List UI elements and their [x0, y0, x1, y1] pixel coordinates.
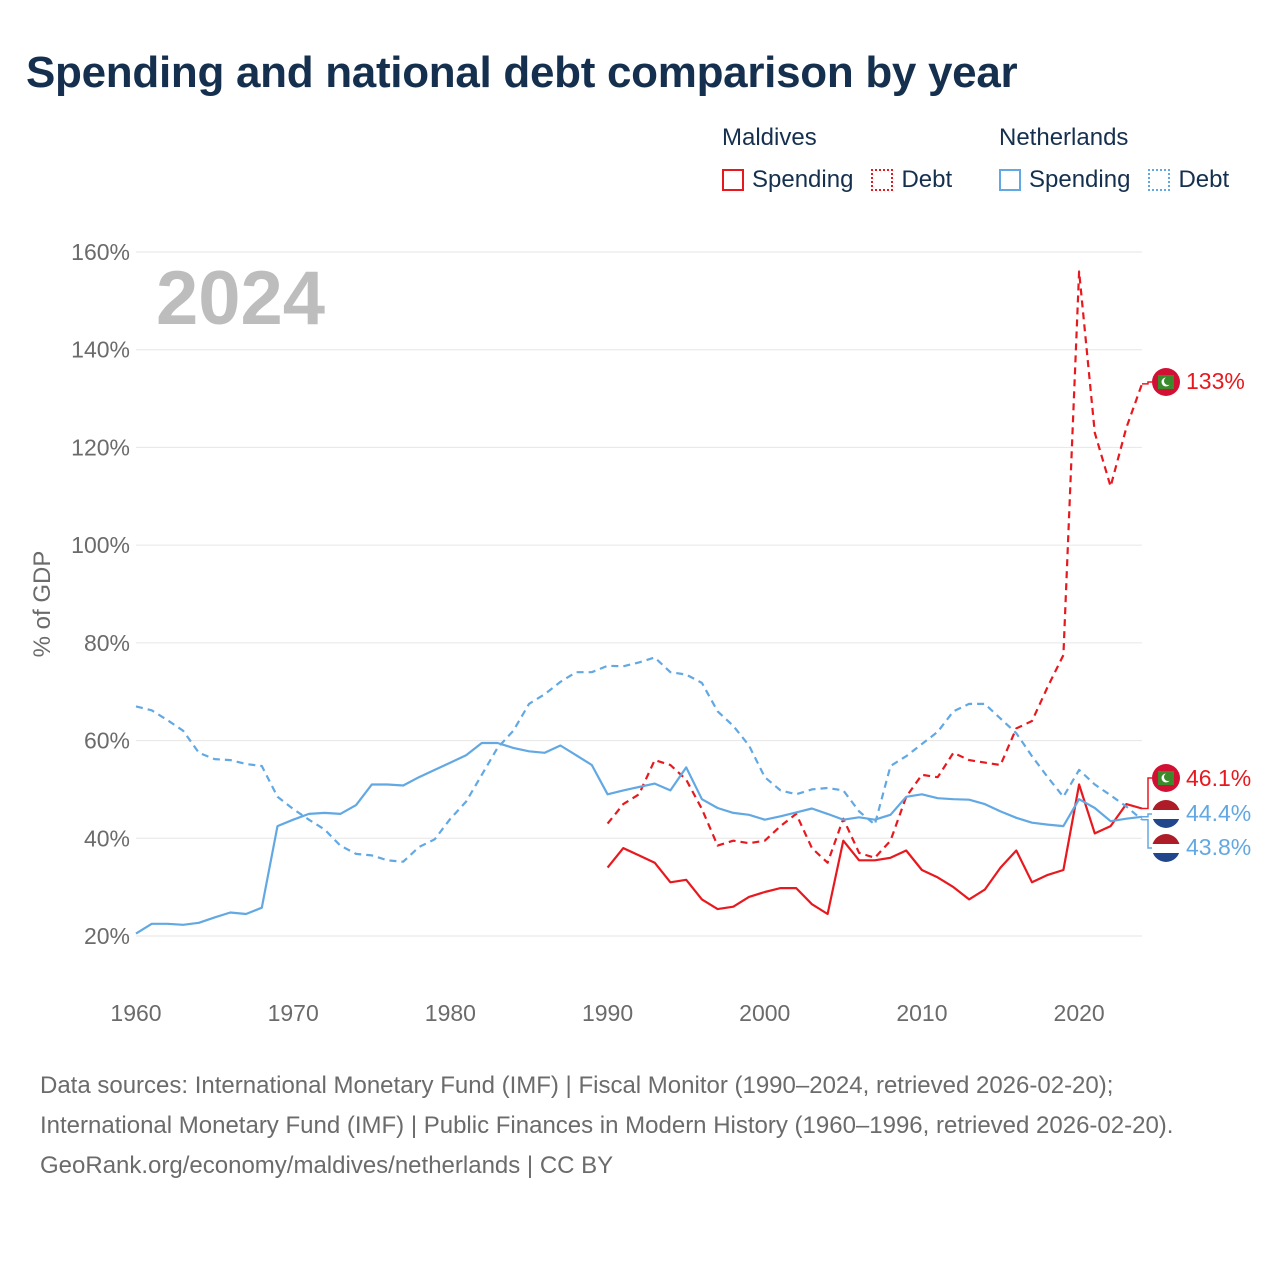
legend-item-netherlands-debt[interactable]: Debt	[1148, 166, 1229, 194]
x-tick-label: 2020	[1054, 1000, 1105, 1026]
x-tick-label: 1990	[582, 1000, 633, 1026]
series-line-netherlands-spending[interactable]	[135, 741, 1143, 935]
end-label-connector	[1142, 381, 1152, 385]
y-tick-label: 80%	[84, 630, 130, 656]
series-line-maldives-debt[interactable]	[606, 270, 1144, 864]
end-label-maldives-spending: 46.1%	[1186, 765, 1251, 791]
legend-swatch-solid-icon	[722, 169, 744, 191]
y-tick-label: 40%	[84, 825, 130, 851]
series-line-maldives-spending[interactable]	[606, 783, 1143, 916]
legend-group-maldives: Maldives Spending Debt	[722, 124, 970, 194]
data-sources-text: Data sources: International Monetary Fun…	[40, 1072, 1174, 1139]
end-label-connector	[1142, 818, 1152, 849]
end-label-maldives-debt: 133%	[1186, 368, 1245, 394]
maldives-flag-icon	[1152, 368, 1180, 396]
y-tick-label: 60%	[84, 728, 130, 754]
x-tick-label: 2000	[739, 1000, 790, 1026]
x-tick-label: 2010	[896, 1000, 947, 1026]
chart-title: Spending and national debt comparison by…	[26, 48, 1018, 97]
legend-swatch-dotted-icon	[1148, 169, 1171, 191]
line-chart: 2024 20% 40% 60% 80% 100% 120% 140% 160% 1960 19…	[29, 239, 1251, 1026]
legend-swatch-dotted-icon	[871, 169, 894, 191]
end-label-connector	[1142, 813, 1152, 818]
x-tick-label: 1970	[268, 1000, 319, 1026]
y-tick-label: 20%	[84, 923, 130, 949]
x-tick-label: 1960	[110, 1000, 161, 1026]
end-label-netherlands-debt: 43.8%	[1186, 834, 1251, 860]
y-tick-label: 120%	[71, 434, 130, 460]
y-tick-label: 100%	[71, 532, 130, 558]
netherlands-flag-icon	[1152, 834, 1180, 862]
legend-item-maldives-debt[interactable]: Debt	[871, 166, 952, 194]
y-tick-label: 160%	[71, 239, 130, 265]
legend-group-name: Netherlands	[999, 124, 1129, 151]
end-label-connector	[1142, 777, 1152, 810]
series-line-netherlands-debt[interactable]	[135, 656, 1143, 863]
year-watermark: 2024	[156, 256, 325, 341]
legend-item-netherlands-spending[interactable]: Spending	[999, 166, 1130, 194]
legend-item-label: Spending	[752, 166, 854, 193]
credit-link[interactable]: GeoRank.org/economy/maldives/netherlands…	[40, 1152, 614, 1179]
netherlands-flag-icon	[1152, 800, 1180, 828]
legend-group-name: Maldives	[722, 124, 817, 151]
legend-group-netherlands: Netherlands Spending Debt	[999, 124, 1229, 194]
legend-item-label: Debt	[901, 166, 953, 193]
legend-item-label: Debt	[1178, 166, 1230, 193]
legend-item-maldives-spending[interactable]: Spending	[722, 166, 853, 194]
legend-item-label: Spending	[1029, 166, 1131, 193]
y-tick-label: 140%	[71, 337, 130, 363]
end-label-netherlands-spending: 44.4%	[1186, 800, 1251, 826]
y-axis-label: % of GDP	[29, 551, 56, 658]
footer: Data sources: International Monetary Fun…	[40, 1066, 1240, 1186]
maldives-flag-icon	[1152, 764, 1180, 792]
x-tick-label: 1980	[425, 1000, 476, 1026]
legend-swatch-solid-icon	[999, 169, 1021, 191]
